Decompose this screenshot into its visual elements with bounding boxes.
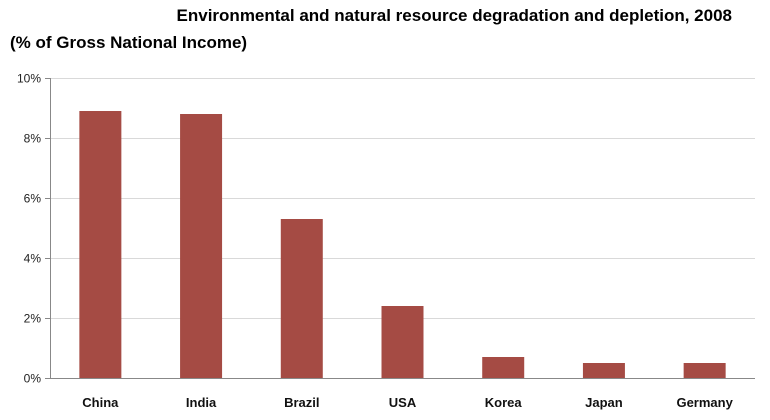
bar-india [180, 114, 223, 378]
y-tick-label: 2% [24, 312, 42, 326]
x-category-label: Brazil [284, 395, 319, 410]
x-category-label: Germany [676, 395, 733, 410]
bar-germany [683, 363, 726, 378]
x-category-label: Korea [485, 395, 523, 410]
y-tick-label: 6% [24, 192, 42, 206]
bar-china [79, 111, 122, 378]
bar-brazil [280, 219, 323, 378]
y-tick-label: 0% [24, 372, 42, 386]
chart-subtitle: (% of Gross National Income) [10, 33, 248, 52]
x-category-label: Japan [585, 395, 623, 410]
y-tick-label: 10% [17, 72, 41, 86]
y-tick-label: 8% [24, 132, 42, 146]
x-category-label: China [82, 395, 119, 410]
bar-korea [482, 357, 525, 378]
x-category-label: USA [389, 395, 417, 410]
x-category-label: India [186, 395, 217, 410]
chart-title: Environmental and natural resource degra… [176, 6, 732, 25]
bar-usa [381, 306, 424, 378]
y-tick-label: 4% [24, 252, 42, 266]
bar-japan [582, 363, 625, 378]
